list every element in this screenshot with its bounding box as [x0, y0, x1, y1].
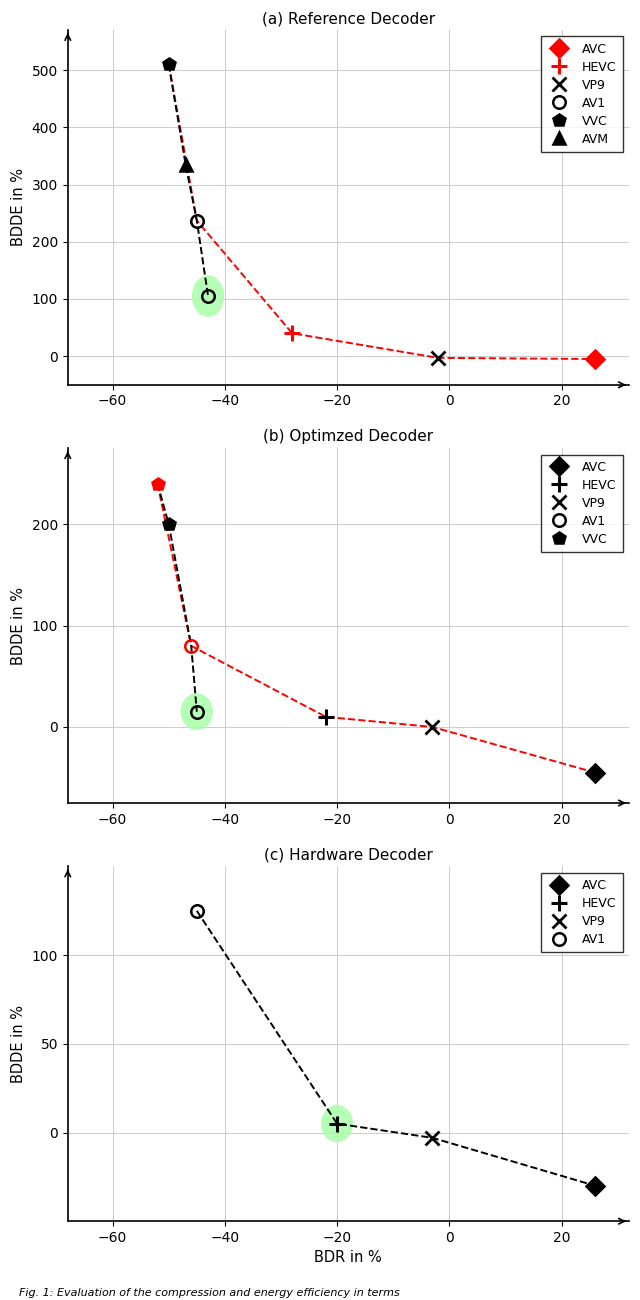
Y-axis label: BDDE in %: BDDE in %: [11, 169, 26, 247]
Text: Fig. 1: Evaluation of the compression and energy efficiency in terms: Fig. 1: Evaluation of the compression an…: [19, 1288, 400, 1299]
Title: (b) Optimzed Decoder: (b) Optimzed Decoder: [263, 429, 433, 445]
Title: (a) Reference Decoder: (a) Reference Decoder: [262, 12, 435, 26]
Ellipse shape: [322, 1106, 353, 1141]
X-axis label: BDR in %: BDR in %: [314, 1251, 382, 1265]
Legend: AVC, HEVC, VP9, AV1, VVC, AVM: AVC, HEVC, VP9, AV1, VVC, AVM: [541, 36, 623, 152]
Ellipse shape: [181, 694, 212, 729]
Y-axis label: BDDE in %: BDDE in %: [11, 1005, 26, 1083]
Legend: AVC, HEVC, VP9, AV1, VVC: AVC, HEVC, VP9, AV1, VVC: [541, 455, 623, 552]
Y-axis label: BDDE in %: BDDE in %: [11, 586, 26, 664]
Legend: AVC, HEVC, VP9, AV1: AVC, HEVC, VP9, AV1: [541, 872, 623, 952]
Title: (c) Hardware Decoder: (c) Hardware Decoder: [264, 848, 433, 862]
Ellipse shape: [193, 276, 223, 316]
